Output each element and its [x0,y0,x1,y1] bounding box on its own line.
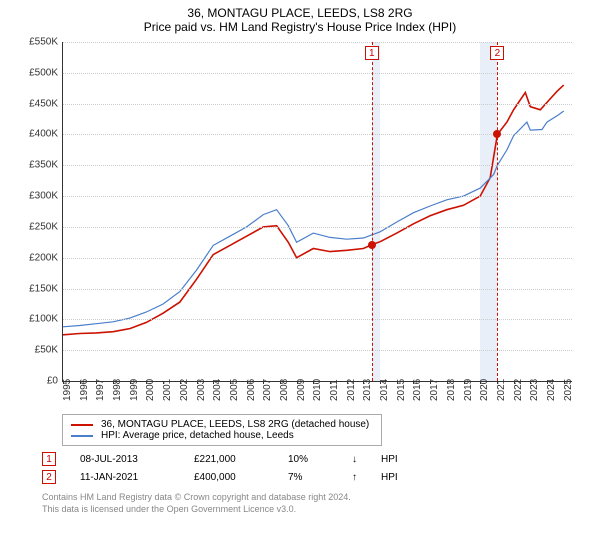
point-date: 08-JUL-2013 [80,454,170,465]
x-tick-label: 2012 [346,371,357,401]
x-tick-label: 1999 [129,371,140,401]
x-tick-label: 2000 [145,371,156,401]
point-arrow-icon: ↓ [352,454,357,465]
footer: Contains HM Land Registry data © Crown c… [42,492,590,515]
plot-area: 12 [62,42,572,382]
x-tick-label: 2016 [412,371,423,401]
gridline [63,42,572,43]
chart-subtitle: Price paid vs. HM Land Registry's House … [10,20,590,34]
point-pct: 10% [288,454,328,465]
y-tick-label: £500K [29,67,58,78]
gridline [63,73,572,74]
x-tick-label: 2022 [513,371,524,401]
price-point-row: 1 08-JUL-2013 £221,000 10% ↓ HPI [42,450,590,468]
footer-line: This data is licensed under the Open Gov… [42,504,590,516]
y-tick-label: £300K [29,191,58,202]
x-axis-labels: 1995199619971998199920002001200220032004… [62,384,572,424]
point-note: HPI [381,472,398,483]
x-tick-label: 2021 [496,371,507,401]
marker-dot [493,130,501,138]
x-tick-label: 1995 [62,371,73,401]
line-svg [63,42,572,381]
point-note: HPI [381,454,398,465]
point-price: £221,000 [194,454,264,465]
y-tick-label: £550K [29,37,58,48]
y-tick-label: £50K [35,345,58,356]
x-tick-label: 2019 [463,371,474,401]
marker-refline [497,42,498,381]
y-tick-label: £150K [29,283,58,294]
marker-box: 1 [365,46,379,60]
gridline [63,104,572,105]
y-axis-labels: £0 £50K £100K £150K £200K £250K £300K £350K £400… [18,38,60,400]
gridline [63,165,572,166]
x-tick-label: 2018 [446,371,457,401]
gridline [63,319,572,320]
gridline [63,350,572,351]
x-tick-label: 2008 [279,371,290,401]
x-tick-label: 2003 [196,371,207,401]
series-line [63,85,564,335]
point-date: 11-JAN-2021 [80,472,170,483]
gridline [63,227,572,228]
x-tick-label: 2025 [563,371,574,401]
marker-box: 2 [490,46,504,60]
marker-refline [372,42,373,381]
x-tick-label: 2009 [296,371,307,401]
x-tick-label: 2004 [212,371,223,401]
y-tick-label: £250K [29,221,58,232]
x-tick-label: 2020 [479,371,490,401]
legend-swatch [71,435,93,437]
x-tick-label: 2002 [179,371,190,401]
x-tick-label: 2005 [229,371,240,401]
x-tick-label: 2013 [362,371,373,401]
point-pct: 7% [288,472,328,483]
x-tick-label: 1998 [112,371,123,401]
chart-title: 36, MONTAGU PLACE, LEEDS, LS8 2RG [10,6,590,20]
point-arrow-icon: ↑ [352,472,357,483]
x-tick-label: 2023 [529,371,540,401]
price-points: 1 08-JUL-2013 £221,000 10% ↓ HPI 2 11-JAN-2021 £… [42,450,590,486]
y-tick-label: £450K [29,98,58,109]
y-tick-label: £400K [29,129,58,140]
price-point-row: 2 11-JAN-2021 £400,000 7% ↑ HPI [42,468,590,486]
marker-box: 2 [42,470,56,484]
gridline [63,196,572,197]
x-tick-label: 1996 [79,371,90,401]
chart-area: £0 £50K £100K £150K £200K £250K £300K £350K £400… [20,38,580,400]
x-tick-label: 2015 [396,371,407,401]
gridline [63,289,572,290]
point-price: £400,000 [194,472,264,483]
x-tick-label: 2007 [262,371,273,401]
x-tick-label: 2011 [329,371,340,401]
marker-dot [368,241,376,249]
gridline [63,258,572,259]
x-tick-label: 1997 [95,371,106,401]
x-tick-label: 2024 [546,371,557,401]
figure: 36, MONTAGU PLACE, LEEDS, LS8 2RG Price … [0,0,600,560]
y-tick-label: £200K [29,252,58,263]
x-tick-label: 2010 [312,371,323,401]
x-tick-label: 2014 [379,371,390,401]
y-tick-label: £350K [29,160,58,171]
marker-box: 1 [42,452,56,466]
series-line [63,111,564,327]
y-tick-label: £0 [47,376,58,387]
x-tick-label: 2006 [246,371,257,401]
x-tick-label: 2017 [429,371,440,401]
y-tick-label: £100K [29,314,58,325]
x-tick-label: 2001 [162,371,173,401]
legend-label: HPI: Average price, detached house, Leed… [101,430,294,441]
legend-row: HPI: Average price, detached house, Leed… [71,430,373,441]
footer-line: Contains HM Land Registry data © Crown c… [42,492,590,504]
